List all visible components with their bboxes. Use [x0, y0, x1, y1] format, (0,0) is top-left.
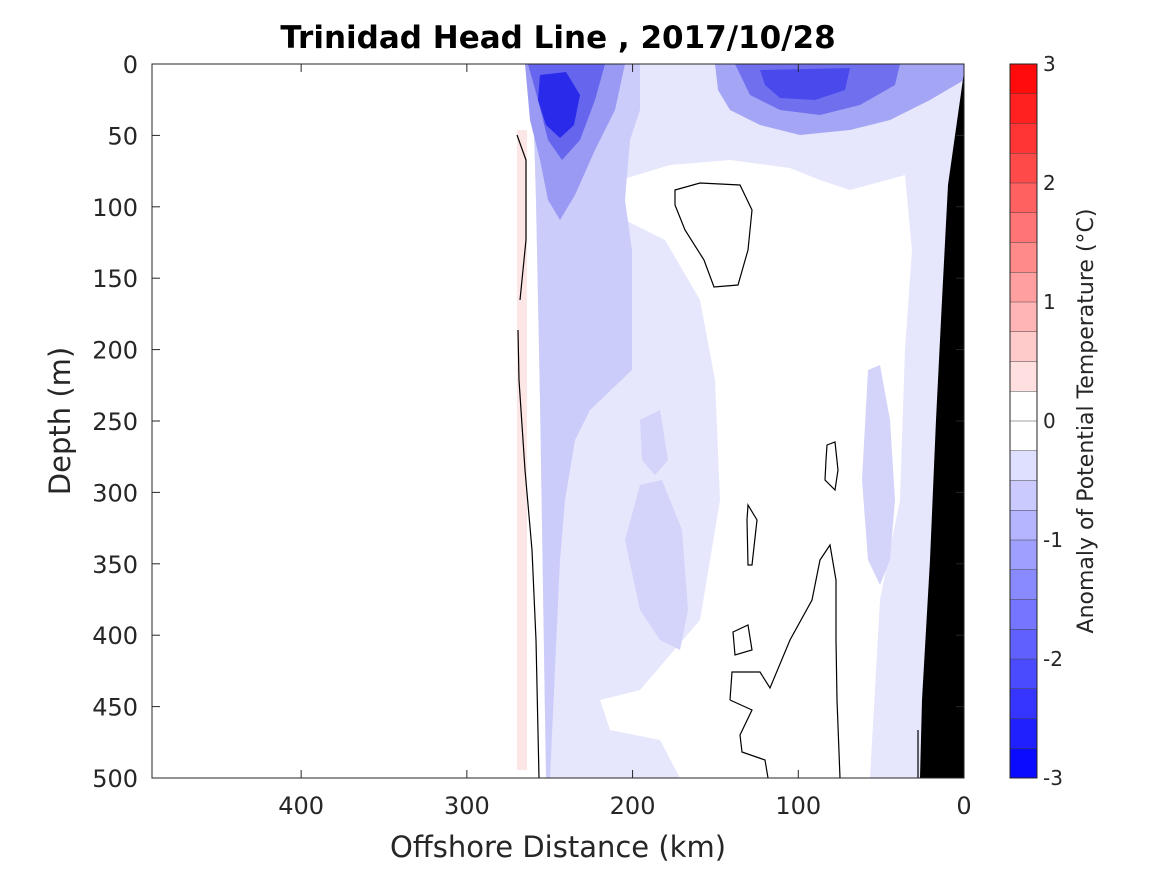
anomaly-core-cold-shelf — [760, 68, 850, 100]
anomaly-band-weak-warm — [517, 130, 527, 770]
colorbar-tick-label: -2 — [1043, 647, 1063, 671]
colorbar-tick-label: 3 — [1043, 52, 1056, 76]
zero-contour-deep-shelf — [729, 543, 841, 778]
colorbar-segment — [1010, 629, 1037, 660]
colorbar-segment — [1010, 391, 1037, 422]
colorbar-segment — [1010, 718, 1037, 749]
colorbar-tick-label: -3 — [1043, 766, 1063, 790]
colorbar: 3 2 1 0 -1 -2 -3 — [1009, 52, 1063, 790]
anomaly-band-moderate-cold-slope — [640, 410, 668, 475]
y-axis: 0 50 100 150 200 250 300 350 400 450 500 — [92, 51, 964, 793]
y-tick-label: 300 — [92, 479, 138, 507]
colorbar-segment — [1010, 480, 1037, 511]
zero-contour-blob-a — [824, 441, 839, 492]
x-tick-label: 100 — [775, 792, 821, 820]
x-tick-label: 200 — [610, 792, 656, 820]
colorbar-segment — [1010, 599, 1037, 630]
chart-title: Trinidad Head Line , 2017/10/28 — [280, 20, 835, 56]
y-tick-label: 100 — [92, 194, 138, 222]
y-tick-label: 150 — [92, 265, 138, 293]
y-tick-label: 500 — [92, 765, 138, 793]
colorbar-segment — [1010, 183, 1037, 214]
colorbar-segment — [1010, 421, 1037, 452]
colorbar-segment — [1010, 450, 1037, 481]
colorbar-tick-label: 0 — [1043, 409, 1056, 433]
x-tick-label: 300 — [444, 792, 490, 820]
colorbar-segment — [1010, 123, 1037, 154]
zero-contour-offshore — [516, 134, 540, 778]
colorbar-tick-label: -1 — [1043, 528, 1063, 552]
y-tick-label: 50 — [107, 122, 138, 150]
colorbar-segment — [1010, 272, 1037, 303]
y-tick-label: 250 — [92, 408, 138, 436]
x-axis-label: Offshore Distance (km) — [390, 830, 726, 864]
y-tick-label: 200 — [92, 337, 138, 365]
colorbar-segment — [1010, 212, 1037, 243]
colorbar-segment — [1010, 688, 1037, 719]
y-tick-label: 450 — [92, 694, 138, 722]
bathymetry — [920, 72, 964, 778]
colorbar-segment — [1010, 659, 1037, 690]
zero-contour-deep-slope — [729, 699, 769, 778]
colorbar-segment — [1010, 748, 1037, 779]
colorbar-segment — [1010, 540, 1037, 571]
y-axis-label: Depth (m) — [43, 347, 77, 495]
colorbar-segment — [1010, 510, 1037, 541]
x-axis: 400 300 200 100 0 — [278, 64, 972, 820]
zero-contour-blob-b — [746, 503, 758, 566]
colorbar-segment — [1010, 331, 1037, 362]
anomaly-band-moderate-cold-offshore — [532, 64, 640, 778]
plot-area: 400 300 200 100 0 0 50 100 150 200 250 300 350 400 45… — [92, 51, 971, 820]
zero-contour-eddy — [674, 182, 753, 288]
zero-contour-blob-c — [732, 624, 753, 656]
colorbar-tick-label: 2 — [1043, 171, 1056, 195]
y-tick-label: 400 — [92, 622, 138, 650]
colorbar-segment — [1010, 302, 1037, 333]
colorbar-segment — [1010, 93, 1037, 124]
colorbar-segment — [1010, 64, 1037, 95]
colorbar-tick-label: 1 — [1043, 290, 1056, 314]
x-tick-label: 400 — [278, 792, 324, 820]
colorbar-segment — [1010, 569, 1037, 600]
anomaly-band-moderate-cold-mid — [625, 480, 688, 650]
colorbar-label: Anomaly of Potential Temperature (°C) — [1074, 209, 1099, 634]
anomaly-band-neutral-center — [600, 160, 912, 778]
colorbar-segment — [1010, 361, 1037, 392]
colorbar-frame — [1009, 63, 1038, 779]
anomaly-core-cold-offshore — [538, 72, 580, 138]
colorbar-segment — [1010, 153, 1037, 184]
y-tick-label: 0 — [123, 51, 138, 79]
anomaly-band-moderate-cold-shelf — [862, 365, 895, 585]
colorbar-segment — [1010, 242, 1037, 273]
y-tick-label: 350 — [92, 551, 138, 579]
x-tick-label: 0 — [956, 792, 971, 820]
